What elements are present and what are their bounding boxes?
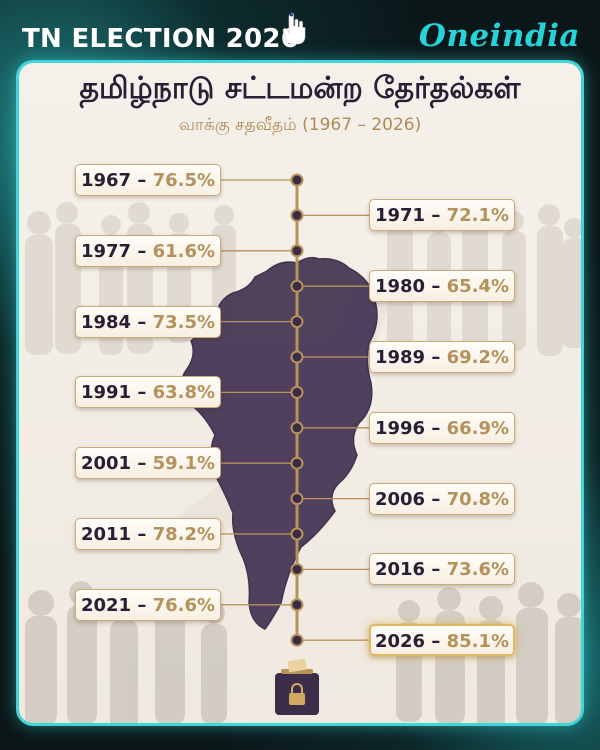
separator: – [131, 453, 153, 475]
timeline-dot [290, 385, 304, 399]
separator: – [131, 524, 153, 545]
turnout-value: 78.2% [152, 524, 216, 545]
year-label: 2026 [374, 631, 426, 653]
separator: – [131, 382, 153, 404]
timeline-dot [290, 208, 304, 222]
separator: – [425, 347, 447, 368]
year-label: 1984 [80, 311, 132, 333]
turnout-value: 73.5% [152, 311, 216, 333]
election-title: TN ELECTION 2026 [22, 24, 300, 54]
year-label: 1971 [374, 205, 426, 227]
year-label: 1996 [374, 417, 426, 439]
separator: – [131, 240, 153, 262]
timeline-dot [290, 315, 304, 329]
timeline-dot [290, 527, 304, 541]
chart-subtitle: வாக்கு சதவீதம் (1967 – 2026) [178, 115, 422, 135]
year-label: 2001 [80, 453, 132, 475]
oneindia-logo: Oneindia [418, 18, 580, 54]
year-label: 1967 [80, 170, 132, 191]
separator: – [131, 170, 153, 191]
timeline-dot [290, 244, 304, 258]
timeline-dot [290, 456, 304, 470]
turnout-value: 76.6% [152, 594, 216, 616]
year-label: 2011 [80, 524, 132, 545]
turnout-value: 70.8% [446, 488, 510, 510]
separator: – [425, 631, 447, 653]
ballot-box-icon [275, 658, 319, 715]
data-label-2021: 2021 – 76.6% [75, 588, 221, 621]
separator: – [425, 417, 447, 439]
infographic-card: தமிழ்நாடு சட்டமன்ற தேர்தல்கள் வாக்கு சதவ… [19, 63, 581, 723]
data-label-1977: 1977 – 61.6% [75, 234, 221, 267]
year-label: 2021 [80, 594, 132, 616]
data-label-1991: 1991 – 63.8% [75, 376, 221, 409]
timeline-dot [290, 598, 304, 612]
data-label-2026: 2026 – 85.1% [369, 624, 515, 657]
timeline-chart [180, 173, 378, 715]
data-label-1996: 1996 – 66.9% [369, 411, 515, 444]
data-label-1984: 1984 – 73.5% [75, 305, 221, 338]
timeline-dot [290, 421, 304, 435]
turnout-value: 85.1% [446, 631, 510, 653]
turnout-value: 66.9% [446, 417, 510, 439]
timeline-dot [290, 492, 304, 506]
year-label: 1991 [80, 382, 132, 404]
year-label: 2006 [374, 488, 426, 510]
timeline-dot [290, 633, 304, 647]
timeline-dot [290, 279, 304, 293]
turnout-value: 72.1% [446, 205, 510, 227]
separator: – [131, 311, 153, 333]
data-label-1967: 1967 – 76.5% [75, 164, 221, 196]
data-label-1980: 1980 – 65.4% [369, 270, 515, 303]
turnout-value: 65.4% [446, 276, 510, 298]
year-label: 2016 [374, 559, 426, 581]
separator: – [425, 205, 447, 227]
timeline-dot [290, 173, 304, 187]
turnout-value: 63.8% [152, 382, 216, 404]
turnout-value: 73.6% [446, 559, 510, 581]
turnout-value: 76.5% [152, 170, 216, 191]
voting-hand-icon [282, 12, 306, 45]
data-label-1989: 1989 – 69.2% [369, 341, 515, 373]
separator: – [131, 594, 153, 616]
data-label-2001: 2001 – 59.1% [75, 447, 221, 480]
timeline-dot [290, 350, 304, 364]
chart-title: தமிழ்நாடு சட்டமன்ற தேர்தல்கள் [79, 71, 521, 106]
turnout-value: 61.6% [152, 240, 216, 262]
data-label-1971: 1971 – 72.1% [369, 199, 515, 232]
turnout-value: 59.1% [152, 453, 216, 475]
separator: – [425, 488, 447, 510]
year-label: 1977 [80, 240, 132, 262]
data-label-2006: 2006 – 70.8% [369, 482, 515, 515]
data-label-2016: 2016 – 73.6% [369, 553, 515, 586]
timeline-dot [290, 562, 304, 576]
year-label: 1980 [374, 276, 426, 298]
turnout-value: 69.2% [446, 347, 510, 368]
separator: – [425, 276, 447, 298]
year-label: 1989 [374, 347, 426, 368]
separator: – [425, 559, 447, 581]
data-label-2011: 2011 – 78.2% [75, 518, 221, 550]
